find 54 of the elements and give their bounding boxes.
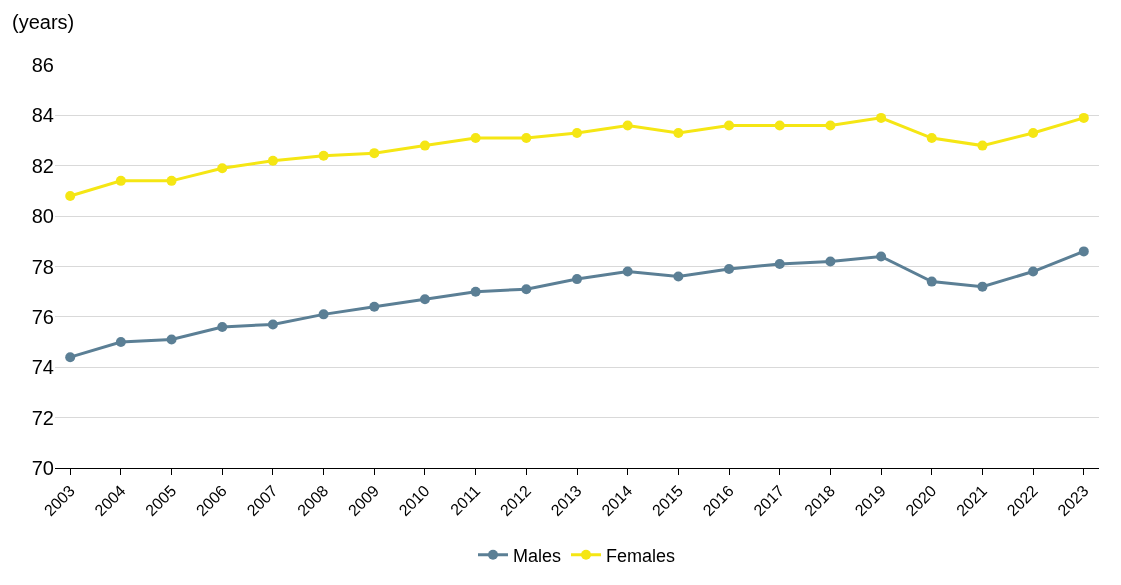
y-tick-label: 78 — [31, 255, 54, 278]
point — [470, 133, 481, 144]
point — [65, 352, 76, 363]
y-tick-label: 80 — [31, 205, 54, 228]
point — [825, 120, 836, 131]
point — [876, 251, 887, 262]
point — [572, 128, 582, 139]
point — [977, 281, 988, 292]
point — [1028, 128, 1039, 139]
point — [724, 120, 735, 131]
point — [1078, 246, 1089, 257]
point — [1078, 112, 1089, 123]
point — [724, 264, 735, 275]
point — [673, 128, 684, 139]
y-axis-title: (years) — [12, 11, 75, 33]
legend-label: Males — [513, 545, 562, 566]
y-tick-label: 82 — [31, 154, 54, 177]
point — [115, 337, 126, 348]
point — [926, 276, 937, 287]
legend-label: Females — [606, 545, 676, 566]
y-tick-label: 74 — [31, 356, 54, 379]
y-tick-label: 70 — [31, 457, 54, 479]
point — [572, 274, 582, 285]
y-tick-label: 84 — [31, 104, 54, 127]
y-tick-label: 72 — [31, 406, 54, 429]
point — [217, 163, 228, 174]
y-tick-label: 86 — [31, 54, 54, 76]
point — [65, 190, 76, 201]
point — [369, 148, 380, 159]
point — [419, 294, 430, 305]
point — [622, 266, 633, 277]
point — [1028, 266, 1039, 277]
point — [115, 175, 126, 186]
point — [318, 150, 329, 161]
point — [419, 140, 430, 151]
point — [470, 286, 481, 297]
point — [267, 319, 278, 330]
point — [318, 309, 329, 320]
point — [926, 133, 937, 144]
point — [774, 120, 785, 131]
point — [521, 133, 532, 144]
point — [622, 120, 633, 131]
y-tick-label: 76 — [31, 305, 54, 328]
point — [369, 301, 380, 312]
point — [166, 175, 177, 186]
point — [774, 258, 785, 269]
point — [166, 334, 177, 345]
point — [521, 284, 532, 295]
point — [876, 112, 887, 123]
point — [217, 321, 228, 332]
point — [673, 271, 684, 282]
point — [267, 155, 278, 166]
point — [977, 140, 988, 151]
point — [825, 256, 836, 267]
